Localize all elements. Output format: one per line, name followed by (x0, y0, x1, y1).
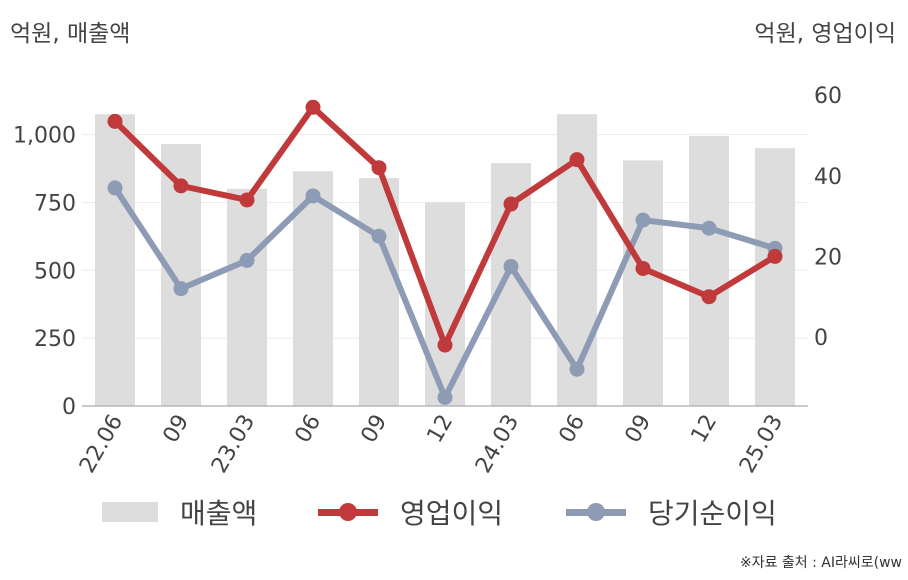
left-tick-label: 1,000 (13, 124, 76, 149)
point-net-income (569, 361, 585, 377)
right-tick-label: 60 (814, 84, 842, 109)
x-tick-label: 23.03 (207, 411, 260, 478)
point-operating-profit (569, 152, 585, 168)
x-tick-label: 09 (621, 411, 657, 448)
bar-revenue (227, 188, 267, 406)
x-tick-label: 25.03 (735, 411, 788, 478)
point-net-income (305, 188, 321, 204)
legend-swatch-revenue (102, 502, 158, 522)
point-operating-profit (371, 160, 387, 176)
legend-item-operating-profit: 영업이익 (318, 490, 503, 534)
point-net-income (107, 180, 123, 196)
point-operating-profit (437, 337, 453, 353)
combo-chart: 0 250 500 750 1,000 0 20 40 60 22.06 09 23.03 06 09… (13, 84, 842, 478)
left-tick-label: 250 (34, 327, 76, 352)
legend-item-net-income: 당기순이익 (566, 490, 777, 534)
source-note: ※자료 출처 : AI라씨로(ww (739, 555, 902, 571)
left-tick-label: 0 (62, 395, 76, 420)
point-operating-profit (107, 113, 123, 129)
legend: 매출액 영업이익 당기순이익 (0, 490, 908, 540)
right-tick-label: 40 (814, 165, 842, 190)
legend-label-operating-profit: 영업이익 (400, 497, 504, 530)
x-tick-label: 22.06 (75, 411, 128, 478)
point-operating-profit (701, 289, 717, 305)
left-tick-label: 750 (34, 191, 76, 216)
point-operating-profit (503, 196, 519, 212)
point-operating-profit (239, 192, 255, 208)
point-operating-profit (767, 248, 783, 264)
left-axis-unit: 억원, 매출액 (10, 21, 131, 47)
point-net-income (371, 228, 387, 244)
right-axis-unit: 억원, 영업이익 (754, 21, 896, 47)
legend-item-revenue: 매출액 (102, 490, 257, 534)
point-net-income (635, 212, 651, 228)
point-net-income (503, 258, 519, 274)
bar-revenue (689, 135, 729, 406)
bar-revenue (623, 160, 663, 406)
right-tick-label: 0 (814, 326, 828, 351)
x-tick-label: 09 (159, 411, 195, 448)
point-operating-profit (305, 99, 321, 115)
legend-label-net-income: 당기순이익 (648, 497, 777, 530)
left-tick-label: 500 (34, 259, 76, 284)
point-net-income (437, 389, 453, 405)
legend-label-revenue: 매출액 (180, 497, 258, 530)
legend-swatch-operating-profit (318, 502, 378, 522)
x-tick-label: 12 (687, 411, 723, 448)
x-tick-label: 09 (357, 411, 393, 448)
point-net-income (701, 220, 717, 236)
point-net-income (173, 281, 189, 297)
x-tick-label: 12 (423, 411, 459, 448)
point-operating-profit (635, 260, 651, 276)
bar-revenue (95, 114, 135, 407)
legend-swatch-net-income (566, 502, 626, 522)
point-operating-profit (173, 178, 189, 194)
point-net-income (239, 252, 255, 268)
x-tick-label: 24.03 (471, 411, 524, 478)
bar-revenue (359, 178, 399, 406)
x-tick-label: 06 (291, 411, 327, 448)
x-tick-label: 06 (555, 411, 591, 448)
bar-revenue (755, 148, 795, 407)
right-tick-label: 20 (814, 245, 842, 270)
